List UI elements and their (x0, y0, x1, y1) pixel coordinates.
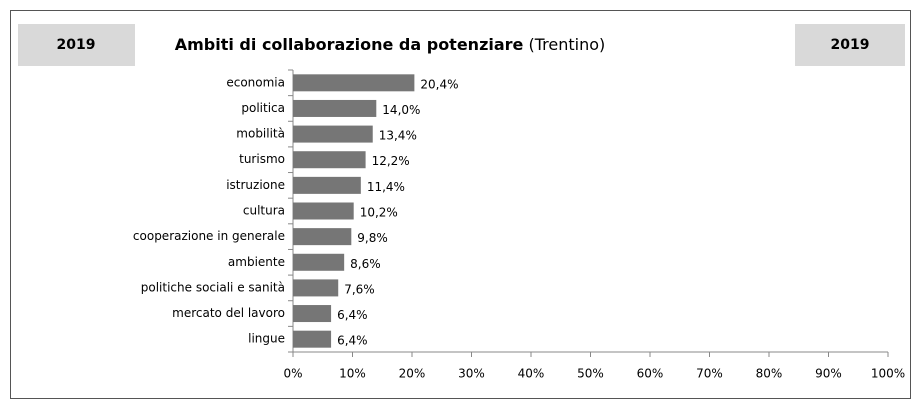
chart-title: Ambiti di collaborazione da potenziare (… (175, 35, 606, 54)
y-tick-label: economia (226, 75, 285, 89)
bar (293, 176, 361, 194)
x-tick-label: 90% (815, 367, 842, 381)
frame (10, 10, 911, 399)
x-tick-label: 10% (339, 367, 366, 381)
value-label: 13,4% (379, 129, 417, 143)
value-label: 10,2% (360, 206, 398, 220)
y-tick-label: mobilità (236, 127, 285, 141)
x-tick-label: 70% (696, 367, 723, 381)
value-label: 8,6% (350, 257, 381, 271)
y-tick-label: turismo (239, 152, 285, 166)
x-tick-label: 30% (458, 367, 485, 381)
y-tick-label: politica (241, 101, 285, 115)
x-tick-label: 50% (577, 367, 604, 381)
y-tick-label: istruzione (226, 178, 285, 192)
bar (293, 99, 377, 117)
bar (293, 305, 332, 323)
bar (293, 151, 366, 169)
x-tick-label: 0% (283, 367, 302, 381)
bar (293, 125, 373, 143)
y-tick-label: lingue (248, 332, 285, 346)
value-label: 20,4% (420, 77, 458, 91)
bar (293, 74, 415, 92)
title-main: Ambiti di collaborazione da potenziare (175, 35, 524, 54)
y-tick-label: cooperazione in generale (133, 229, 285, 243)
bar (293, 279, 339, 297)
bar (293, 253, 345, 271)
bar (293, 202, 354, 220)
badge: 2019 (831, 37, 870, 53)
badge: 2019 (57, 37, 96, 53)
x-tick-label: 20% (399, 367, 426, 381)
value-label: 12,2% (372, 154, 410, 168)
y-tick-label: ambiente (228, 255, 285, 269)
x-tick-label: 40% (518, 367, 545, 381)
badge-box (18, 24, 135, 66)
x-tick-label: 100% (871, 367, 905, 381)
title-suffix: (Trentino) (529, 35, 606, 54)
bar (293, 228, 352, 246)
bar (293, 330, 332, 348)
x-tick-label: 80% (756, 367, 783, 381)
y-tick-label: cultura (243, 204, 285, 218)
value-label: 11,4% (367, 180, 405, 194)
value-label: 6,4% (337, 334, 368, 348)
y-tick-label: mercato del lavoro (172, 306, 285, 320)
y-tick-label: politiche sociali e sanità (141, 280, 285, 294)
value-label: 9,8% (357, 231, 388, 245)
x-tick-label: 60% (637, 367, 664, 381)
value-label: 14,0% (382, 103, 420, 117)
badge-box (795, 24, 905, 66)
value-label: 6,4% (337, 308, 368, 322)
value-label: 7,6% (344, 282, 375, 296)
